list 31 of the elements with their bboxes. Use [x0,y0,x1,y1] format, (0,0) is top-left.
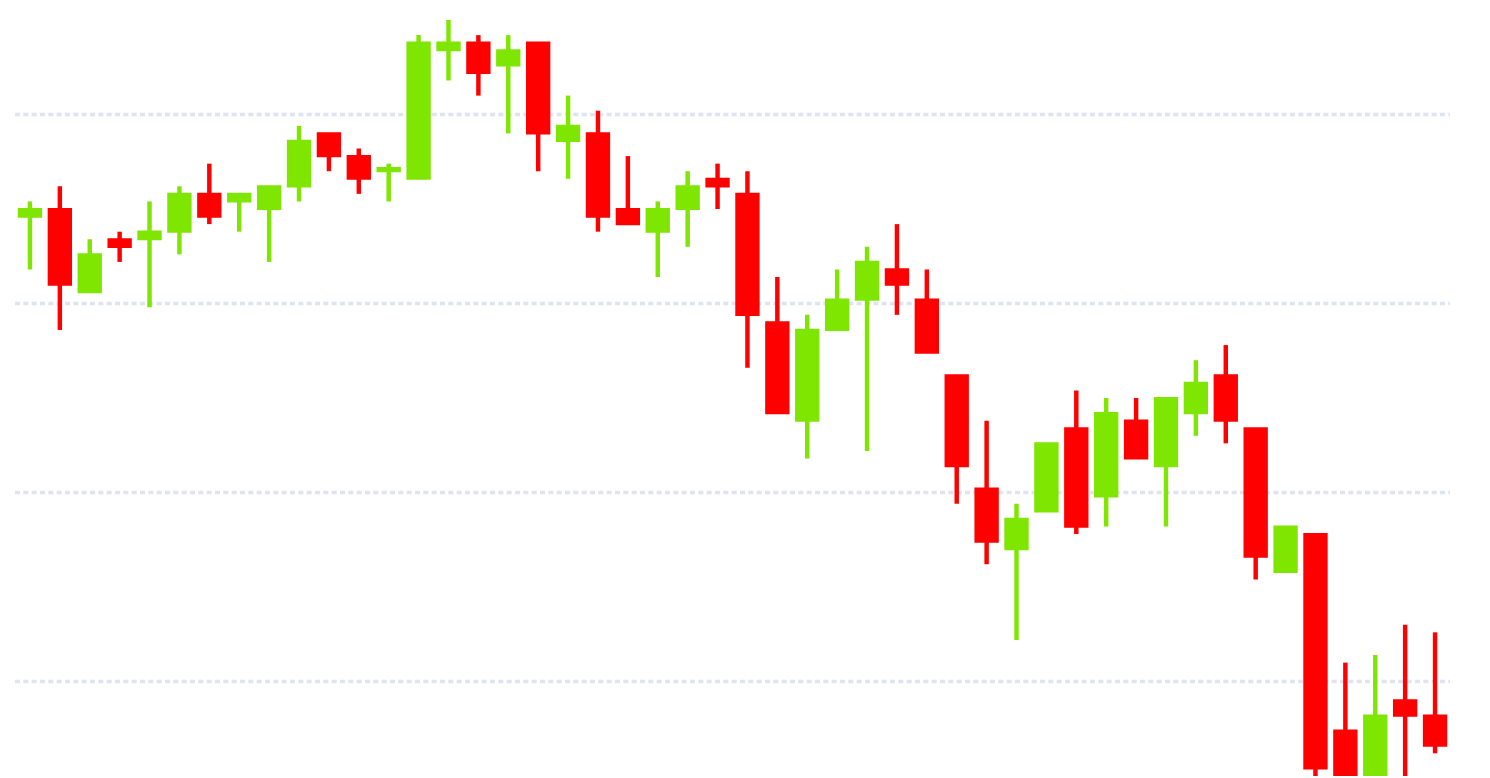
candlestick [555,93,581,181]
candlestick [227,191,252,234]
candlestick [286,123,312,204]
candlestick [705,161,730,212]
candlestick [645,199,670,280]
candlestick [436,20,461,83]
candlestick [854,244,880,454]
candlestick [316,131,342,174]
candlestick [1422,630,1448,756]
candlestick [107,229,132,265]
candlestick [1123,395,1149,461]
candlestick [1333,660,1358,776]
candlestick [466,32,491,98]
candlestick [496,32,521,136]
candlestick [675,168,700,250]
candlestick [824,267,850,333]
candlestick [17,199,43,272]
candlestick [137,199,162,310]
candlestick [256,184,282,265]
candlestick [615,153,641,227]
candlestick [1213,342,1238,446]
candlestick [1392,622,1418,776]
candlestick [884,221,910,318]
candlestick [1273,525,1298,573]
candlestick [376,161,401,204]
candlestick [1183,357,1209,439]
candlestick [77,237,102,295]
candlestick [197,161,222,227]
candlestick [1004,501,1029,643]
candlestick [346,146,371,197]
candlestick [167,184,192,257]
